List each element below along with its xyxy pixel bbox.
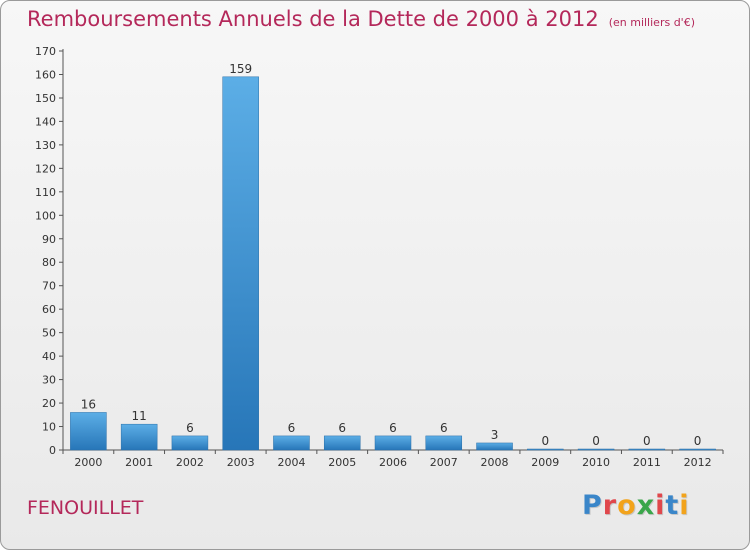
y-tick-label: 50: [42, 327, 56, 340]
y-tick-label: 30: [42, 374, 56, 387]
y-tick-label: 90: [42, 233, 56, 246]
logo-letter: i: [655, 490, 666, 521]
y-tick-label: 0: [49, 444, 56, 457]
x-tick-label: 2005: [328, 456, 356, 469]
y-tick-label: 60: [42, 303, 56, 316]
bar: [679, 448, 716, 451]
x-tick-label: 2010: [582, 456, 610, 469]
x-tick-label: 2006: [379, 456, 407, 469]
data-label: 159: [229, 62, 252, 76]
data-label: 6: [389, 421, 397, 435]
x-tick-label: 2011: [633, 456, 661, 469]
logo-letter: x: [636, 490, 656, 521]
x-tick-label: 2009: [531, 456, 559, 469]
chart-title: Remboursements Annuels de la Dette de 20…: [27, 7, 695, 31]
data-label: 0: [643, 434, 651, 448]
data-label: 11: [132, 409, 147, 423]
bar: [476, 442, 513, 451]
y-tick-label: 140: [35, 115, 56, 128]
y-tick-label: 150: [35, 92, 56, 105]
data-label: 6: [338, 421, 346, 435]
chart-title-main: Remboursements Annuels de la Dette de 20…: [27, 7, 599, 31]
y-tick-label: 70: [42, 280, 56, 293]
chart-title-unit: (en milliers d'€): [608, 16, 695, 29]
chart-bars: [70, 76, 716, 451]
data-label: 6: [186, 421, 194, 435]
bar: [425, 435, 463, 451]
bar: [171, 435, 209, 451]
bar: [527, 448, 564, 451]
x-tick-label: 2002: [176, 456, 204, 469]
bar: [323, 435, 361, 451]
logo-letter: i: [679, 490, 690, 521]
logo-letter: t: [665, 490, 680, 521]
bar: [374, 435, 412, 451]
y-tick-label: 10: [42, 421, 56, 434]
commune-name: FENOUILLET: [27, 497, 144, 519]
proxiti-logo: Proxiti: [582, 490, 690, 521]
y-tick-label: 160: [35, 68, 56, 81]
x-tick-label: 2012: [684, 456, 712, 469]
y-tick-label: 40: [42, 350, 56, 363]
data-label: 16: [81, 397, 96, 411]
data-label: 0: [592, 434, 600, 448]
data-label: 0: [694, 434, 702, 448]
y-tick-label: 20: [42, 397, 56, 410]
y-tick-label: 170: [35, 45, 56, 58]
bar: [577, 448, 615, 451]
y-tick-label: 80: [42, 256, 56, 269]
logo-letter: r: [602, 490, 618, 521]
bar: [120, 423, 158, 451]
data-label: 6: [440, 421, 448, 435]
x-tick-label: 2007: [430, 456, 458, 469]
x-tick-label: 2001: [125, 456, 153, 469]
x-tick-label: 2003: [227, 456, 255, 469]
data-label: 6: [288, 421, 296, 435]
bar: [628, 448, 666, 451]
bar: [222, 76, 259, 451]
bar: [70, 412, 107, 451]
x-tick-label: 2004: [277, 456, 305, 469]
bar: [273, 435, 310, 451]
x-tick-label: 2008: [481, 456, 509, 469]
logo-letter: P: [582, 490, 603, 521]
x-tick-label: 2000: [74, 456, 102, 469]
y-tick-label: 120: [35, 162, 56, 175]
chart-labels: 2000 16 2001 11 2002 6 2003 159 2004 6 2005 6 2006 6 2…: [74, 62, 711, 469]
data-label: 3: [491, 428, 499, 442]
chart-axes: 0102030405060708090100110120130140150160…: [35, 45, 724, 457]
y-tick-label: 130: [35, 139, 56, 152]
data-label: 0: [541, 434, 549, 448]
logo-letter: o: [617, 490, 637, 521]
y-tick-label: 110: [35, 186, 56, 199]
y-tick-label: 100: [35, 209, 56, 222]
